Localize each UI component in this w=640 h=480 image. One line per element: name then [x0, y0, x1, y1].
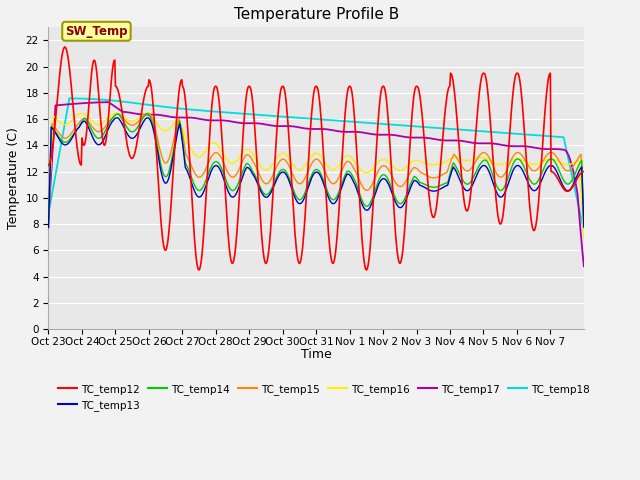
X-axis label: Time: Time [301, 348, 332, 361]
Title: Temperature Profile B: Temperature Profile B [234, 7, 399, 22]
Y-axis label: Temperature (C): Temperature (C) [7, 127, 20, 229]
Text: SW_Temp: SW_Temp [65, 25, 128, 38]
Legend: TC_temp12, TC_temp13, TC_temp14, TC_temp15, TC_temp16, TC_temp17, TC_temp18: TC_temp12, TC_temp13, TC_temp14, TC_temp… [54, 380, 594, 415]
